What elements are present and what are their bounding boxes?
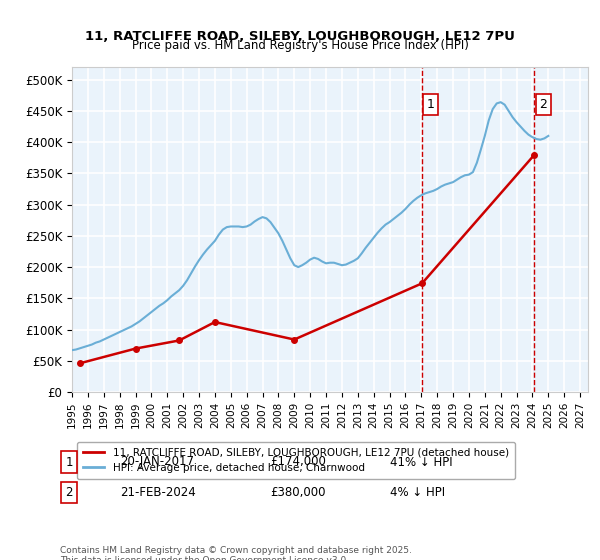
Text: 2: 2 (65, 486, 73, 500)
Text: 41% ↓ HPI: 41% ↓ HPI (390, 455, 452, 469)
Text: 2: 2 (539, 98, 547, 111)
Text: 20-JAN-2017: 20-JAN-2017 (120, 455, 194, 469)
Text: 4% ↓ HPI: 4% ↓ HPI (390, 486, 445, 500)
Text: 21-FEB-2024: 21-FEB-2024 (120, 486, 196, 500)
Legend: 11, RATCLIFFE ROAD, SILEBY, LOUGHBOROUGH, LE12 7PU (detached house), HPI: Averag: 11, RATCLIFFE ROAD, SILEBY, LOUGHBOROUGH… (77, 442, 515, 479)
Text: 1: 1 (65, 455, 73, 469)
Text: 1: 1 (427, 98, 435, 111)
Text: £174,000: £174,000 (270, 455, 326, 469)
Text: £380,000: £380,000 (270, 486, 325, 500)
Text: Price paid vs. HM Land Registry's House Price Index (HPI): Price paid vs. HM Land Registry's House … (131, 39, 469, 53)
Text: 11, RATCLIFFE ROAD, SILEBY, LOUGHBOROUGH, LE12 7PU: 11, RATCLIFFE ROAD, SILEBY, LOUGHBOROUGH… (85, 30, 515, 43)
Text: Contains HM Land Registry data © Crown copyright and database right 2025.
This d: Contains HM Land Registry data © Crown c… (60, 546, 412, 560)
